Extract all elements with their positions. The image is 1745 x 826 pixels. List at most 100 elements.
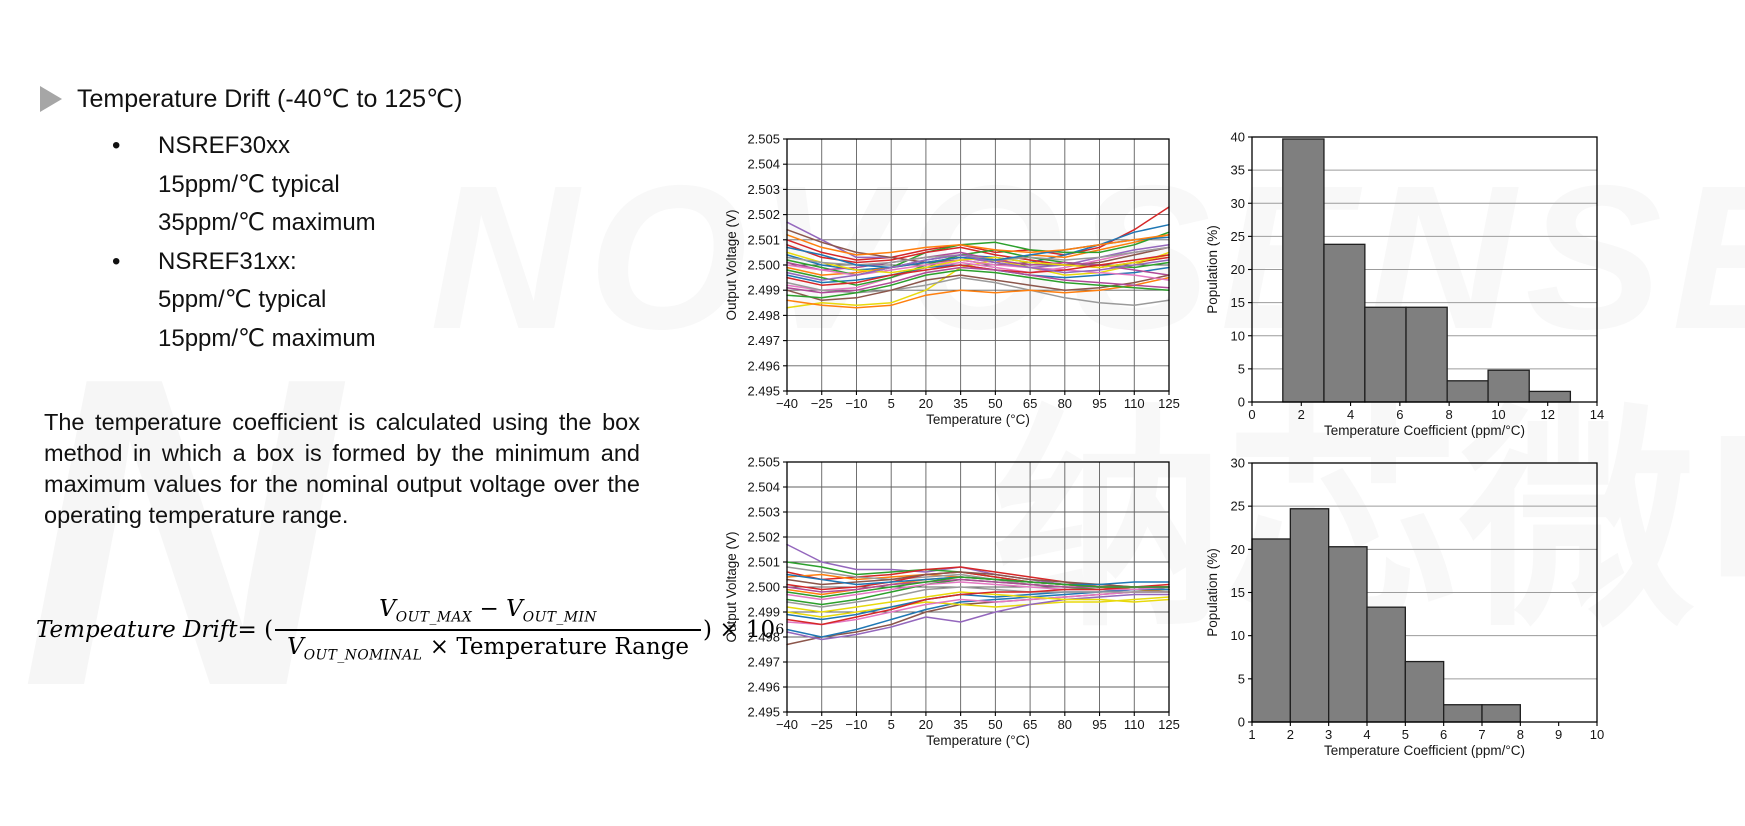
- svg-text:110: 110: [1124, 717, 1145, 732]
- box-method-paragraph: The temperature coefficient is calculate…: [44, 409, 640, 528]
- svg-text:Output Voltage (V): Output Voltage (V): [724, 531, 739, 642]
- svg-text:4: 4: [1363, 727, 1370, 742]
- formula-v: V: [287, 633, 304, 660]
- svg-text:2.502: 2.502: [747, 207, 780, 222]
- output-voltage-chart-nsref30xx: −40 −25 −10 5 20 35 50 65 80 95 110 125 2.495 2.496 2.…: [720, 120, 1190, 450]
- svg-text:8: 8: [1517, 727, 1524, 742]
- svg-text:5: 5: [1238, 671, 1245, 686]
- section-header: Temperature Drift (-40℃ to 125℃): [40, 84, 462, 114]
- svg-text:2.499: 2.499: [747, 283, 780, 298]
- svg-text:80: 80: [1058, 396, 1072, 411]
- tc-histogram-nsref30xx: 0 2 4 6 8 10 12 14 0 5 10 15 20 25 30 35 40 Temperature C…: [1180, 120, 1680, 455]
- svg-text:5: 5: [1238, 361, 1245, 376]
- svg-text:2: 2: [1298, 407, 1305, 422]
- formula-close: ) × 10: [703, 616, 776, 643]
- svg-text:Population (%): Population (%): [1205, 225, 1220, 314]
- tc-histogram-nsref31xx: 1 2 3 4 5 6 7 8 9 10 0 5 10 15 20 25 30 Temperature Coeff…: [1180, 445, 1680, 785]
- section-arrow-icon: [40, 86, 62, 112]
- output-voltage-chart-nsref31xx: −40 −25 −10 5 20 35 50 65 80 95 110 125 2.495 2.496 2.…: [720, 445, 1190, 775]
- svg-text:−40: −40: [776, 717, 798, 732]
- svg-text:40: 40: [1231, 130, 1245, 145]
- svg-text:2.504: 2.504: [747, 480, 780, 495]
- list-item: • NSREF31xx:: [112, 243, 376, 282]
- svg-text:2.499: 2.499: [747, 605, 780, 620]
- svg-text:6: 6: [1396, 407, 1403, 422]
- bullet-marker: •: [112, 247, 121, 275]
- svg-text:15: 15: [1231, 295, 1245, 310]
- bullet-marker: •: [112, 132, 121, 159]
- svg-text:0: 0: [1248, 407, 1255, 422]
- temperature-drift-formula: Tempeature Drift = ( VOUT_MAX − VOUT_MIN…: [36, 596, 784, 663]
- bullet-list: • NSREF30xx 15ppm/℃ typical 35ppm/℃ maxi…: [112, 127, 376, 358]
- svg-text:2.501: 2.501: [747, 232, 780, 247]
- bullet-line: 15ppm/℃ typical: [158, 170, 340, 198]
- svg-text:15: 15: [1231, 585, 1245, 600]
- svg-text:2.503: 2.503: [747, 182, 780, 197]
- bullet-line: 15ppm/℃ maximum: [158, 324, 376, 352]
- svg-text:65: 65: [1023, 396, 1037, 411]
- formula-sub: OUT_MIN: [522, 609, 597, 626]
- formula-v: V: [379, 596, 396, 622]
- formula-exponent: 6: [775, 621, 785, 638]
- svg-text:Output Voltage (V): Output Voltage (V): [724, 209, 739, 320]
- svg-text:2.495: 2.495: [747, 384, 780, 399]
- svg-text:2.502: 2.502: [747, 530, 780, 545]
- svg-text:35: 35: [953, 717, 967, 732]
- svg-text:6: 6: [1440, 727, 1447, 742]
- formula-lhs: Tempeature Drift: [36, 616, 238, 643]
- bullet-line: 5ppm/℃ typical: [158, 286, 327, 313]
- svg-text:95: 95: [1092, 396, 1106, 411]
- svg-text:2.497: 2.497: [747, 333, 780, 348]
- svg-text:2.501: 2.501: [747, 555, 780, 570]
- svg-text:5: 5: [888, 396, 895, 411]
- bullet-heading-nsref30xx: NSREF30xx: [158, 132, 291, 159]
- bullet-heading-nsref31xx: NSREF31xx:: [158, 247, 297, 275]
- svg-text:Temperature (°C): Temperature (°C): [926, 412, 1030, 427]
- svg-text:2.505: 2.505: [747, 455, 780, 470]
- svg-text:2.498: 2.498: [747, 630, 780, 645]
- svg-text:7: 7: [1478, 727, 1485, 742]
- page-title: Temperature Drift (-40℃ to 125℃): [77, 85, 463, 113]
- svg-text:1: 1: [1248, 727, 1255, 742]
- svg-text:5: 5: [1402, 727, 1409, 742]
- svg-text:20: 20: [1231, 542, 1245, 557]
- svg-text:5: 5: [888, 717, 895, 732]
- formula-times: ×: [422, 633, 457, 660]
- svg-text:20: 20: [919, 396, 933, 411]
- svg-text:2.504: 2.504: [747, 157, 780, 172]
- bullet-line: 35ppm/℃ maximum: [158, 209, 376, 236]
- svg-text:Population (%): Population (%): [1205, 548, 1220, 637]
- svg-text:125: 125: [1158, 396, 1180, 411]
- svg-text:20: 20: [919, 717, 933, 732]
- svg-text:110: 110: [1124, 396, 1145, 411]
- svg-text:2.497: 2.497: [747, 655, 780, 670]
- svg-text:35: 35: [953, 396, 967, 411]
- svg-text:2.496: 2.496: [747, 680, 780, 695]
- svg-text:125: 125: [1158, 717, 1180, 732]
- formula-v: V: [506, 596, 523, 622]
- list-item: • NSREF30xx: [112, 127, 376, 166]
- svg-text:12: 12: [1540, 407, 1554, 422]
- svg-text:0: 0: [1238, 715, 1245, 730]
- svg-text:10: 10: [1590, 727, 1604, 742]
- formula-fraction: VOUT_MAX − VOUT_MIN VOUT_NOMINAL × Tempe…: [275, 596, 702, 663]
- svg-text:−10: −10: [845, 396, 867, 411]
- svg-text:−40: −40: [776, 396, 798, 411]
- svg-text:10: 10: [1231, 328, 1245, 343]
- svg-text:−10: −10: [845, 717, 867, 732]
- svg-text:30: 30: [1231, 196, 1245, 211]
- svg-text:3: 3: [1325, 727, 1332, 742]
- svg-text:8: 8: [1446, 407, 1453, 422]
- svg-text:2.498: 2.498: [747, 308, 780, 323]
- svg-text:50: 50: [988, 396, 1002, 411]
- svg-text:Temperature Coefficient (ppm/°: Temperature Coefficient (ppm/°C): [1324, 743, 1525, 758]
- formula-equals: = (: [237, 616, 274, 643]
- svg-text:95: 95: [1092, 717, 1106, 732]
- svg-text:9: 9: [1555, 727, 1562, 742]
- svg-text:4: 4: [1347, 407, 1354, 422]
- svg-text:2.505: 2.505: [747, 132, 780, 147]
- svg-text:10: 10: [1491, 407, 1505, 422]
- svg-text:14: 14: [1590, 407, 1604, 422]
- formula-temp-range: Temperature Range: [456, 633, 690, 660]
- svg-text:30: 30: [1231, 456, 1245, 471]
